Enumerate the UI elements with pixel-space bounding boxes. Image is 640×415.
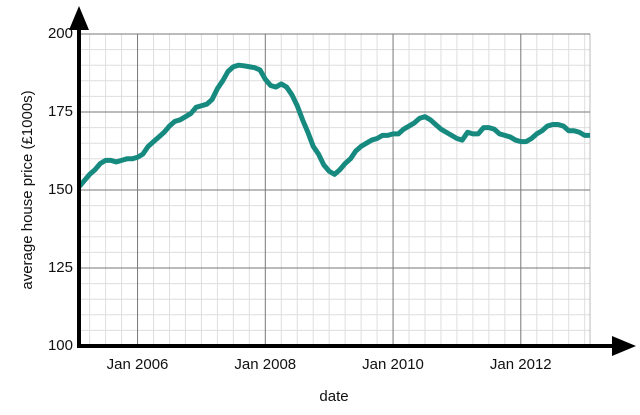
y-tick-label: 175 [48,103,73,120]
y-tick-label: 200 [48,25,73,42]
x-tick-label: Jan 2008 [234,356,296,373]
x-tick-label: Jan 2010 [362,356,424,373]
x-tick-label: Jan 2012 [490,356,552,373]
x-axis-label: date [319,388,348,405]
x-axis-arrow [612,336,636,356]
data-line [77,62,590,189]
y-tick-label: 100 [48,337,73,354]
y-axis-arrow [69,6,89,30]
x-tick-label: Jan 2006 [107,356,169,373]
y-tick-label: 150 [48,181,73,198]
grid [79,33,591,347]
y-axis-label: average house price (£1000s) [19,90,36,289]
y-tick-label: 125 [48,259,73,276]
